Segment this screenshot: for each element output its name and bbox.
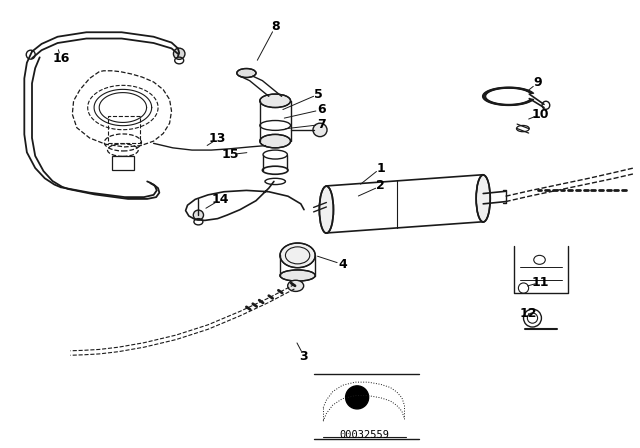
- Text: 1: 1: [376, 161, 385, 175]
- Text: 5: 5: [314, 87, 323, 101]
- Text: 8: 8: [271, 20, 280, 34]
- Ellipse shape: [237, 69, 256, 78]
- Ellipse shape: [193, 210, 204, 220]
- Text: 12: 12: [520, 307, 538, 320]
- Ellipse shape: [173, 48, 185, 60]
- Text: 14: 14: [212, 193, 230, 206]
- Text: 7: 7: [317, 118, 326, 131]
- Bar: [108, 116, 140, 143]
- Ellipse shape: [280, 243, 316, 268]
- Text: 15: 15: [221, 148, 239, 161]
- Ellipse shape: [313, 123, 327, 137]
- Ellipse shape: [260, 94, 291, 108]
- Text: 2: 2: [376, 179, 385, 193]
- Text: 9: 9: [533, 76, 542, 90]
- Text: 16: 16: [52, 52, 70, 65]
- Circle shape: [346, 386, 369, 409]
- Text: 4: 4: [338, 258, 347, 271]
- Text: 3: 3: [300, 349, 308, 363]
- Ellipse shape: [260, 134, 291, 148]
- Text: 10: 10: [532, 108, 550, 121]
- Text: 13: 13: [209, 132, 227, 146]
- Ellipse shape: [476, 175, 490, 222]
- Ellipse shape: [319, 186, 333, 233]
- Ellipse shape: [280, 270, 316, 281]
- Text: 11: 11: [532, 276, 550, 289]
- Ellipse shape: [288, 280, 304, 292]
- Text: 00032559: 00032559: [340, 430, 390, 439]
- Text: 6: 6: [317, 103, 326, 116]
- Bar: [112, 156, 134, 170]
